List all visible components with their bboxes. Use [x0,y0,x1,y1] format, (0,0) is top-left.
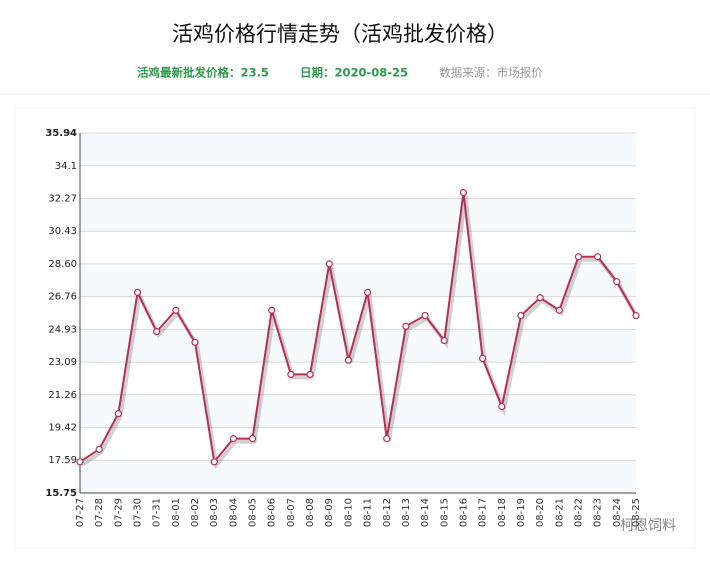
grid-band [80,329,636,363]
point [440,336,448,345]
grid-band [80,460,636,493]
x-tick-label: 08-12 [382,498,393,527]
y-tick-label: 19.42 [48,423,77,434]
x-tick-label: 08-11 [363,498,374,527]
data-source: 数据来源：市场报价 [439,66,543,80]
x-tick-label: 07-28 [94,498,105,527]
x-tick-label: 08-01 [171,498,182,527]
y-tick-label: 35.94 [45,128,77,139]
y-tick-label: 28.60 [48,259,77,270]
y-tick-label: 21.26 [48,390,77,401]
latest-price: 活鸡最新批发价格：23.5 [137,66,269,80]
point [306,370,314,379]
chart-frame [14,107,696,549]
point [344,356,353,364]
point [574,253,583,261]
x-tick-label: 08-04 [228,498,239,527]
y-tick-label: 34.1 [55,161,77,172]
point [172,306,180,314]
x-tick-label: 08-03 [209,498,220,527]
x-tick-label: 08-08 [305,498,316,527]
grid-band [80,263,636,297]
point [268,306,276,314]
x-tick-label: 08-20 [535,498,546,527]
point [479,354,487,362]
x-tick-label: 08-18 [497,498,508,527]
point [594,253,602,261]
point [210,458,218,466]
y-tick-label: 24.93 [48,324,77,335]
x-tick-label: 07-30 [133,498,144,527]
date: 日期：2020-08-25 [300,66,408,80]
point [248,435,257,443]
y-tick-label: 15.75 [45,488,77,499]
x-tick-label: 08-05 [248,498,259,527]
x-tick-label: 08-21 [554,498,565,527]
y-tick-label: 32.27 [48,193,77,204]
point [229,435,237,443]
grid-band [80,133,636,166]
point [76,458,84,466]
x-tick-label: 08-22 [573,498,584,527]
point [325,260,333,268]
x-tick-label: 08-24 [612,498,623,527]
point [459,188,468,197]
point [133,288,142,297]
x-tick-label: 08-10 [343,498,354,527]
point [536,294,544,302]
point [498,402,506,411]
point [517,311,525,320]
y-tick-label: 23.09 [48,357,77,368]
point [402,322,410,330]
x-tick-label: 08-07 [286,498,297,527]
point [153,328,161,336]
x-tick-label: 07-31 [152,498,163,527]
y-tick-label: 30.43 [48,226,77,237]
x-tick-label: 08-16 [458,498,469,527]
x-tick-label: 07-27 [75,498,86,527]
point [191,338,199,346]
watermark: 柯恩饲料 [620,518,676,534]
line-shadow [80,195,640,470]
grid-band [80,394,636,428]
chart-title: 活鸡价格行情走势（活鸡批发价格） [172,22,508,46]
point [363,288,372,297]
x-tick-label: 08-06 [267,498,278,527]
grid-band [80,198,636,232]
point [287,370,295,379]
point [555,306,563,314]
x-tick-label: 08-23 [593,498,604,527]
line [79,192,637,465]
y-tick-label: 17.59 [48,455,77,466]
point [95,445,103,453]
x-tick-label: 08-14 [420,498,431,527]
x-tick-label: 08-02 [190,498,201,527]
x-tick-label: 08-15 [439,498,450,527]
point [421,311,429,320]
point [613,278,621,286]
x-tick-label: 07-29 [113,498,124,527]
x-tick-label: 08-25 [631,498,642,527]
point [114,410,122,418]
x-tick-label: 08-09 [324,498,335,527]
point [632,311,640,320]
x-tick-label: 08-13 [401,498,412,527]
y-tick-label: 26.76 [48,292,77,303]
x-tick-label: 08-19 [516,498,527,527]
point [383,435,391,443]
x-tick-label: 08-17 [478,498,489,527]
